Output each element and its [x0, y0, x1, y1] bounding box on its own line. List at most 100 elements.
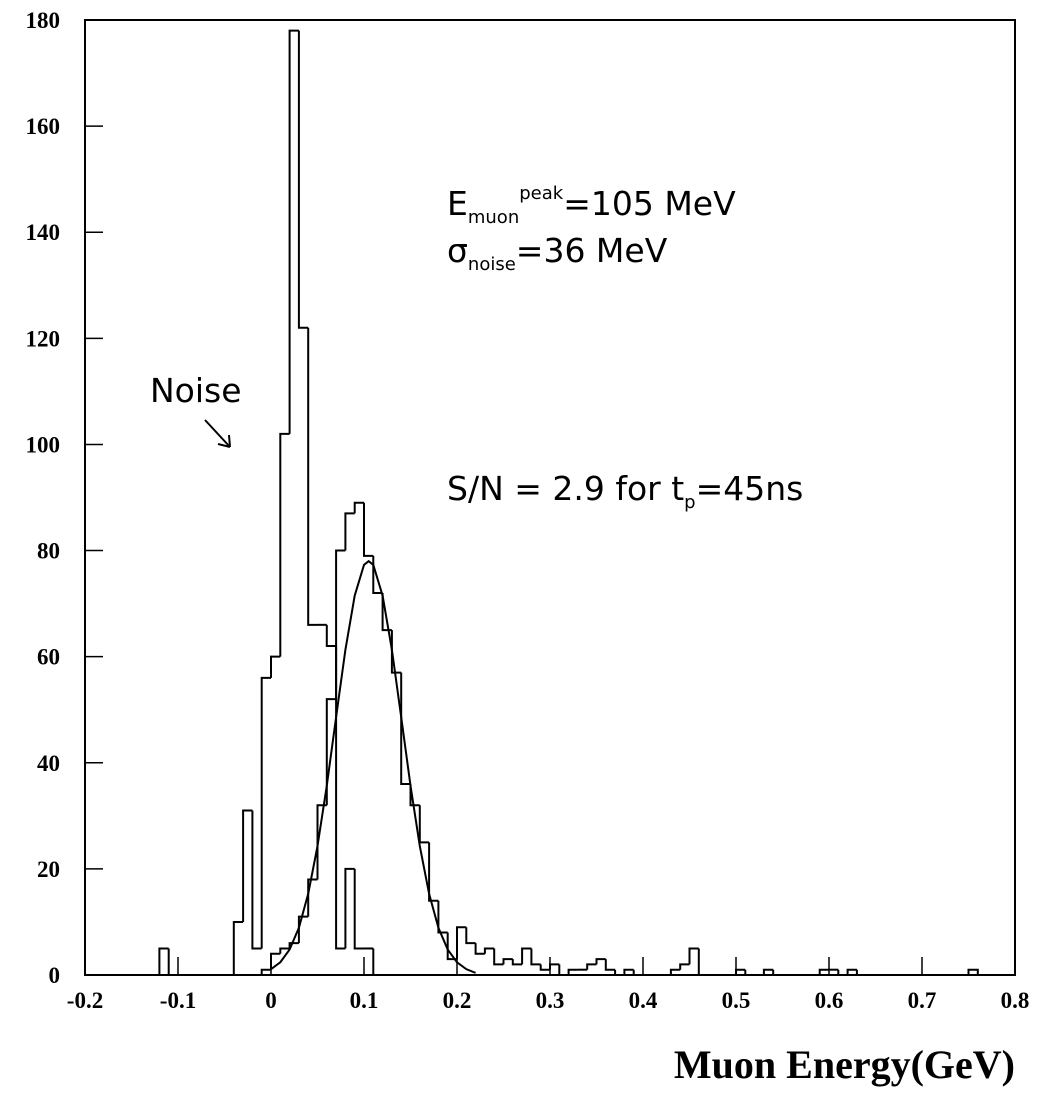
histogram-bin: [251, 810, 262, 950]
annotation: Noise: [150, 371, 242, 410]
annotation-text: σ: [447, 231, 468, 270]
noise-arrow: [204, 419, 231, 448]
histogram-bin: [483, 947, 495, 954]
annotation-text: E: [447, 184, 468, 223]
histogram-bin: [270, 655, 281, 678]
histogram-bin: [335, 646, 346, 950]
histogram-bin: [418, 805, 430, 844]
histogram-bin: [465, 927, 476, 945]
histogram-bin: [521, 947, 532, 965]
histogram-bin: [744, 969, 755, 976]
histogram-bin: [456, 926, 467, 960]
y-tick-label: 160: [26, 114, 61, 139]
histogram-bin: [400, 672, 411, 785]
histogram-bin: [632, 969, 643, 976]
annotation: Emuonpeak=105 MeV: [447, 183, 736, 228]
histogram-bin: [167, 948, 178, 976]
annotation: S/N = 2.9 for tp=45ns: [447, 469, 803, 513]
histogram-bin: [614, 969, 625, 976]
histogram-bin: [288, 29, 299, 434]
histogram-bin: [818, 968, 829, 975]
histogram-bin: [325, 698, 337, 806]
annotation-text: =105 MeV: [563, 184, 736, 223]
histogram-bin: [586, 963, 597, 970]
histogram-bin: [539, 964, 550, 971]
histogram-bin: [297, 30, 309, 329]
histogram-bin: [772, 969, 783, 976]
y-tick-label: 180: [26, 8, 61, 33]
histogram-bin: [279, 947, 290, 954]
histogram-bin: [604, 959, 616, 971]
x-tick-label: 0.1: [350, 988, 379, 1013]
x-tick-label: 0.6: [815, 988, 844, 1013]
histogram-bin: [697, 948, 709, 976]
histogram-bin: [372, 555, 383, 594]
annotation-subscript: muon: [468, 207, 519, 228]
histogram-bin: [325, 624, 337, 648]
histogram-bin: [762, 968, 774, 975]
histogram-bin: [158, 947, 169, 975]
x-tick-label: 0.4: [629, 988, 658, 1013]
histogram-bin: [679, 963, 690, 970]
y-tick-label: 20: [37, 857, 60, 882]
histogram-bin: [260, 968, 271, 975]
annotation-text: S/N = 2.9 for t: [447, 469, 684, 508]
histogram-bin: [837, 969, 848, 976]
y-tick-label: 80: [37, 539, 60, 564]
histogram-bin: [595, 958, 606, 965]
histogram-bin: [242, 809, 253, 922]
y-tick-label: 100: [26, 432, 61, 457]
histogram-bin: [511, 959, 523, 966]
x-axis-label: Muon Energy(GeV): [674, 1042, 1015, 1087]
histogram-bin: [335, 549, 346, 700]
histogram-bin: [493, 948, 504, 966]
histogram-bin: [260, 676, 271, 949]
histogram-bin: [297, 915, 309, 944]
histogram-bin: [372, 948, 383, 976]
histogram-bin: [307, 878, 318, 917]
y-tick-label: 120: [26, 326, 61, 351]
histogram-bin: [688, 947, 699, 965]
histogram-bin: [363, 502, 374, 557]
histogram-bin: [549, 963, 560, 970]
x-tick-label: 0.8: [1001, 988, 1030, 1013]
annotation-text: Noise: [150, 371, 242, 410]
histogram-bin: [307, 327, 318, 626]
histogram-bin: [288, 942, 299, 949]
histogram-bin: [558, 964, 569, 976]
histogram-bin: [530, 948, 541, 966]
histogram-bin: [270, 952, 281, 970]
histogram-bin: [846, 968, 857, 975]
histogram-bin: [623, 968, 634, 975]
annotation-text: =36 MeV: [516, 231, 668, 270]
fit-curve: [270, 559, 476, 974]
y-tick-label: 140: [26, 220, 61, 245]
y-tick-label: 0: [49, 963, 61, 988]
x-tick-label: -0.1: [160, 988, 196, 1013]
histogram-bin: [567, 968, 578, 975]
histogram-bin: [353, 868, 364, 950]
histogram-bin: [967, 968, 979, 975]
x-tick-label: -0.2: [67, 988, 103, 1013]
x-tick-label: 0.2: [443, 988, 472, 1013]
histogram-bin: [279, 432, 290, 657]
x-tick-label: 0.5: [722, 988, 751, 1013]
annotation-subscript: noise: [468, 254, 516, 275]
histogram-bin: [502, 958, 513, 965]
annotation-subscript: p: [684, 492, 695, 513]
histogram-bin: [344, 512, 355, 551]
annotation: σnoise=36 MeV: [447, 231, 668, 275]
histogram-bin: [855, 969, 867, 976]
histogram-bin: [353, 501, 364, 514]
histogram-bin: [474, 943, 485, 955]
histogram-bin: [344, 867, 355, 949]
annotation-text: =45ns: [696, 469, 804, 508]
histogram-bin: [232, 920, 244, 975]
histogram-bin: [669, 968, 681, 975]
x-tick-label: 0: [265, 988, 277, 1013]
annotation-superscript: peak: [519, 183, 564, 204]
x-tick-label: 0.3: [536, 988, 565, 1013]
x-tick-label: 0.7: [908, 988, 937, 1013]
